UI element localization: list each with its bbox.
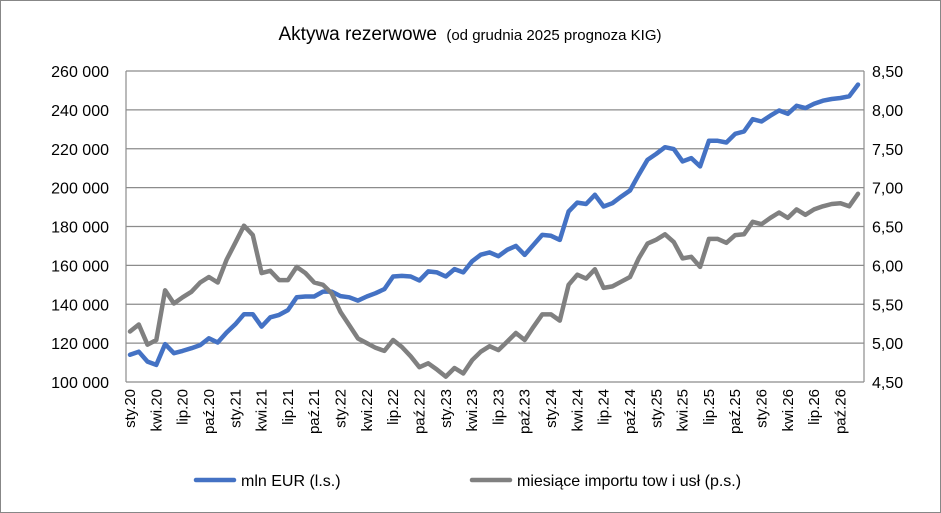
left-axis-tick-label: 120 000	[51, 336, 109, 353]
x-axis-tick-label: lip.24	[596, 389, 613, 425]
x-axis-tick-label: paź.24	[622, 389, 639, 434]
x-axis-tick-label: sty.25	[648, 389, 665, 428]
x-axis-tick-label: lip.23	[490, 389, 507, 425]
x-axis-tick-label: lip.26	[806, 389, 823, 425]
legend-label: mln EUR (l.s.)	[241, 473, 341, 490]
x-axis-tick-label: kwi.25	[675, 389, 692, 432]
x-axis-tick-label: kwi.23	[464, 389, 481, 432]
left-axis-tick-label: 140 000	[51, 297, 109, 314]
x-axis-tick-label: sty.24	[543, 389, 560, 428]
right-axis-tick-label: 7,00	[872, 181, 903, 198]
series-line-mln-eur	[127, 82, 861, 368]
x-axis-tick-label: kwi.22	[359, 389, 376, 432]
x-axis-tick-label: kwi.26	[780, 389, 797, 432]
left-axis-tick-label: 160 000	[51, 258, 109, 275]
left-axis-tick-label: 220 000	[51, 142, 109, 159]
x-axis-tick-label: lip.20	[175, 389, 192, 425]
left-axis-tick-label: 260 000	[51, 64, 109, 81]
right-axis-tick-label: 8,50	[872, 64, 903, 81]
right-axis-tick-label: 7,50	[872, 142, 903, 159]
x-axis-tick-label: paź.25	[727, 389, 744, 434]
x-axis-tick-label: paź.21	[306, 389, 323, 434]
legend: mln EUR (l.s.) miesiące importu tow i usł…	[193, 473, 741, 490]
x-axis-tick-label: kwi.20	[148, 389, 165, 432]
axes: 100 000 4,50 120 000 5,00 140 000 5,50 160 000…	[51, 64, 903, 434]
x-axis-tick-label: paź.22	[411, 389, 428, 434]
x-axis-tick-label: kwi.24	[569, 389, 586, 432]
x-axis-tick-label: lip.21	[280, 389, 297, 425]
x-axis-tick-label: paź.26	[832, 389, 849, 434]
right-axis-tick-label: 6,00	[872, 258, 903, 275]
x-axis-tick-label: lip.22	[385, 389, 402, 425]
x-axis-tick-label: lip.25	[701, 389, 718, 425]
x-axis-tick-label: sty.21	[227, 389, 244, 428]
x-axis-tick-label: paź.20	[201, 389, 218, 434]
chart-title-main: Aktywa rezerwowe	[279, 24, 437, 45]
x-axis-tick-label: sty.22	[333, 389, 350, 428]
right-axis-tick-label: 4,50	[872, 375, 903, 392]
right-axis-tick-label: 5,50	[872, 297, 903, 314]
x-axis-tick-label: paź.23	[517, 389, 534, 434]
x-axis-tick-label: sty.26	[754, 389, 771, 428]
series-lines	[127, 82, 861, 379]
x-axis-tick-label: kwi.21	[254, 389, 271, 432]
left-axis-tick-label: 200 000	[51, 181, 109, 198]
right-axis-tick-label: 5,00	[872, 336, 903, 353]
left-axis-tick-label: 240 000	[51, 103, 109, 120]
chart-subtitle: (od grudnia 2025 prognoza KIG)	[446, 27, 661, 44]
right-axis-tick-label: 8,00	[872, 103, 903, 120]
left-axis-tick-label: 180 000	[51, 220, 109, 237]
legend-label: miesiące importu tow i usł (p.s.)	[517, 473, 741, 490]
chart-title: Aktywa rezerwowe (od grudnia 2025 progno…	[279, 24, 662, 45]
left-axis-tick-label: 100 000	[51, 375, 109, 392]
x-axis-tick-label: sty.20	[122, 389, 139, 428]
x-axis-tick-label: sty.23	[438, 389, 455, 428]
right-axis-tick-label: 6,50	[872, 220, 903, 237]
series-line-import-months	[127, 191, 861, 379]
gridlines	[126, 70, 864, 383]
